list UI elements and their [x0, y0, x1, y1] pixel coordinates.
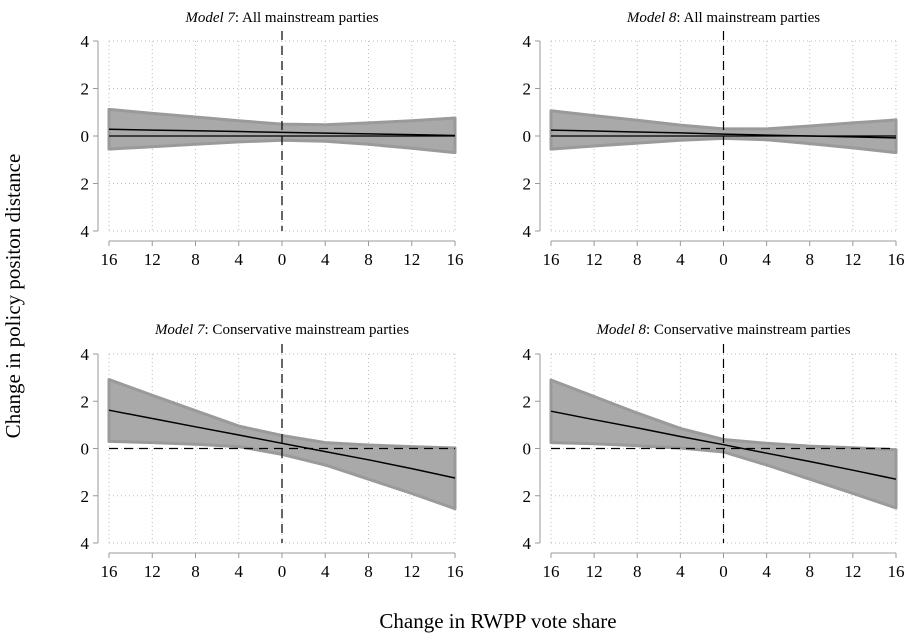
x-tick-label: 12: [586, 562, 603, 581]
x-tick-label: 16: [543, 250, 560, 269]
panel-2: Model 8: All mainstream parties 4 2 0 2 4 16 12…: [523, 10, 905, 269]
x-tick-label: 8: [806, 562, 815, 581]
x-tick-label: 4: [321, 562, 330, 581]
x-tick-label: 0: [278, 250, 287, 269]
y-tick-label: 2: [81, 392, 90, 411]
y-tick-label: 0: [523, 440, 532, 459]
x-tick-label: 8: [633, 250, 642, 269]
panel-title-subset: : All mainstream parties: [676, 10, 820, 26]
x-tick-label: 16: [101, 562, 118, 581]
y-tick-label: 4: [523, 32, 532, 51]
y-tick-label: 4: [81, 222, 90, 241]
x-tick-label: 12: [144, 562, 161, 581]
panel-title-subset: : All mainstream parties: [235, 10, 379, 26]
confidence-band: [107, 107, 457, 155]
x-tick-label: 16: [543, 562, 560, 581]
x-tick-label: 8: [191, 562, 200, 581]
y-tick-label: 2: [523, 487, 532, 506]
y-tick-label: 2: [523, 175, 532, 194]
panel-title-model: Model 7: [184, 10, 236, 26]
panel-4: Model 8: Conservative mainstream parties…: [523, 322, 905, 581]
x-tick-label: 4: [676, 562, 685, 581]
y-tick-label: 4: [523, 222, 532, 241]
x-tick-label: 16: [888, 250, 905, 269]
panel-title: Model 8: All mainstream parties: [626, 10, 820, 26]
panel-3: Model 7: Conservative mainstream parties…: [81, 322, 464, 581]
y-tick-label: 2: [81, 175, 90, 194]
y-tick-label: 2: [81, 80, 90, 99]
estimate-line: [550, 410, 897, 480]
x-tick-label: 4: [321, 250, 330, 269]
estimate-line: [108, 128, 456, 137]
x-tick-label: 4: [235, 250, 244, 269]
y-tick-label: 0: [81, 127, 90, 146]
x-tick-label: 12: [403, 250, 420, 269]
x-tick-label: 0: [719, 250, 728, 269]
x-tick-label: 16: [888, 562, 905, 581]
panel-title: Model 8: Conservative mainstream parties: [595, 322, 850, 338]
y-tick-label: 0: [81, 440, 90, 459]
x-tick-label: 16: [447, 562, 464, 581]
x-tick-label: 8: [633, 562, 642, 581]
y-tick-label: 2: [523, 392, 532, 411]
x-tick-label: 8: [191, 250, 200, 269]
estimate-line: [550, 129, 897, 139]
x-tick-label: 16: [447, 250, 464, 269]
estimate-line: [108, 409, 456, 479]
x-tick-label: 8: [364, 562, 373, 581]
x-tick-label: 4: [762, 562, 771, 581]
x-tick-label: 0: [719, 562, 728, 581]
figure-y-axis-label: Change in policy positon distance: [1, 154, 25, 439]
panel-title: Model 7: Conservative mainstream parties: [154, 322, 409, 338]
x-tick-label: 12: [586, 250, 603, 269]
x-tick-label: 12: [844, 562, 861, 581]
panel-title-model: Model 8: [595, 322, 646, 338]
x-tick-label: 4: [762, 250, 771, 269]
panel-1: Model 7: All mainstream parties 4 2 0 2 4 16 12…: [81, 10, 464, 269]
y-tick-label: 4: [523, 345, 532, 364]
x-tick-label: 8: [806, 250, 815, 269]
x-tick-label: 12: [844, 250, 861, 269]
y-tick-label: 4: [81, 534, 90, 553]
x-tick-label: 16: [101, 250, 118, 269]
panel-title-model: Model 8: [626, 10, 677, 26]
x-tick-label: 4: [235, 562, 244, 581]
confidence-band: [107, 378, 457, 511]
panel-title-model: Model 7: [154, 322, 206, 338]
x-tick-label: 0: [278, 562, 287, 581]
y-tick-label: 4: [81, 32, 90, 51]
y-tick-label: 2: [81, 487, 90, 506]
panel-title-subset: : Conservative mainstream parties: [646, 322, 851, 338]
y-tick-label: 4: [81, 345, 90, 364]
y-tick-label: 2: [523, 80, 532, 99]
figure-x-axis-label: Change in RWPP vote share: [379, 609, 616, 633]
x-tick-label: 12: [403, 562, 420, 581]
panel-title-subset: : Conservative mainstream parties: [205, 322, 410, 338]
panel-title: Model 7: All mainstream parties: [184, 10, 378, 26]
confidence-band: [549, 109, 898, 155]
y-tick-label: 4: [523, 534, 532, 553]
x-tick-label: 12: [144, 250, 161, 269]
x-tick-label: 8: [364, 250, 373, 269]
x-tick-label: 4: [676, 250, 685, 269]
y-tick-label: 0: [523, 127, 532, 146]
